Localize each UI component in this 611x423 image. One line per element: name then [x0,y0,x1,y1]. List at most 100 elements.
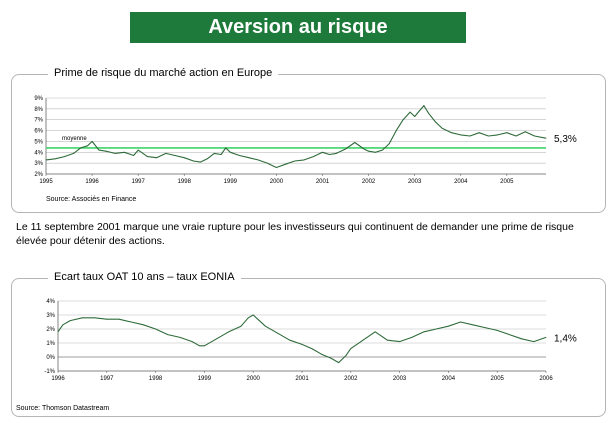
data-point [57,331,59,333]
data-point [118,318,120,320]
data-point [289,339,291,341]
x-tick-label: 2001 [295,376,309,382]
data-point [106,318,108,320]
y-tick-label: 5% [34,139,43,145]
data-point [266,162,268,164]
data-point [62,324,64,326]
data-point [395,130,397,132]
data-point [301,344,303,345]
data-point [206,158,208,160]
x-tick-label: 1999 [198,376,212,382]
x-tick-label: 2002 [362,179,376,185]
data-point [265,325,266,327]
data-point [545,337,547,338]
data-point [311,348,313,349]
data-point [147,156,148,158]
data-point [435,121,436,123]
data-point [460,321,461,323]
data-point [448,325,449,327]
x-tick-label: 2000 [247,376,261,382]
data-point [213,153,215,154]
data-point [174,155,176,156]
data-point [423,331,425,333]
spread-chart: -1% 0% 1% 2% 3% 4% 1996 1997 1998 1999 2000 2001 200… [44,299,577,382]
data-point [441,127,443,129]
data-point [229,151,231,153]
x-tick-label: 2002 [344,376,358,382]
data-point [252,314,254,316]
x-tick-label: 1998 [178,179,192,185]
data-point [54,158,56,160]
data-point [335,153,337,154]
spread-chart-title: Ecart taux OAT 10 ans – taux EONIA [48,271,241,283]
y-tick-label: -1% [44,369,55,375]
x-tick-label: 1996 [85,179,99,185]
y-tick-label: 4% [46,299,55,305]
data-point [533,341,535,342]
end-value-label: 1,4% [554,333,577,344]
x-tick-label: 1996 [51,376,65,382]
data-point [248,157,250,159]
data-point [374,331,376,333]
data-point [375,151,376,153]
x-tick-label: 2005 [500,179,514,185]
series-line [45,105,547,169]
data-point [363,148,365,150]
end-value-label: 5,3% [554,134,577,145]
data-point [345,148,346,150]
y-tick-label: 7% [34,118,43,124]
data-point [220,154,222,155]
data-point [435,328,437,330]
data-point [521,338,522,340]
data-point [285,163,286,165]
x-tick-label: 2001 [316,179,330,185]
y-tick-label: 2% [46,327,55,333]
data-point [497,134,498,136]
y-tick-label: 3% [34,161,43,167]
data-point [228,331,230,333]
risk-premium-chart: 2% 3% 4% 5% 6% 7% 8% 9% 1995 1996 1997 1998 1999 2000… [34,96,577,185]
x-tick-label: 1995 [39,179,53,185]
data-point [155,328,157,330]
data-point [409,111,411,113]
data-point [368,150,369,152]
commentary-text: Le 11 septembre 2001 marque une vraie ru… [16,221,574,247]
data-point [73,153,74,154]
data-point [524,131,526,133]
data-point [350,348,352,349]
data-point [387,339,388,341]
data-point [388,143,390,145]
data-point [460,134,462,136]
data-point [294,160,296,162]
x-tick-label: 2003 [408,179,422,185]
data-point [240,325,242,327]
risk-premium-chart-title: Prime de risque du marché action en Euro… [48,67,279,79]
data-point [277,332,278,334]
data-point [247,317,249,319]
data-point [418,110,420,112]
data-point [399,341,400,342]
data-point [469,135,471,137]
x-tick-label: 1999 [224,179,238,185]
x-tick-label: 2003 [393,376,407,382]
x-tick-label: 2006 [539,376,553,382]
data-point [321,353,322,355]
y-tick-label: 6% [34,129,43,135]
x-tick-label: 2004 [442,376,456,382]
y-tick-label: 4% [34,150,43,156]
x-tick-label: 1998 [149,376,163,382]
data-point [496,330,498,331]
data-point [156,157,158,159]
data-point [312,156,314,158]
data-point [98,149,100,151]
data-point [545,137,547,139]
risk-premium-chart-panel [11,74,606,213]
data-point [225,147,227,149]
data-point [199,345,200,347]
data-point [534,135,535,137]
data-point [179,337,181,338]
data-point [137,149,139,151]
data-point [488,135,489,137]
data-point [45,159,47,161]
